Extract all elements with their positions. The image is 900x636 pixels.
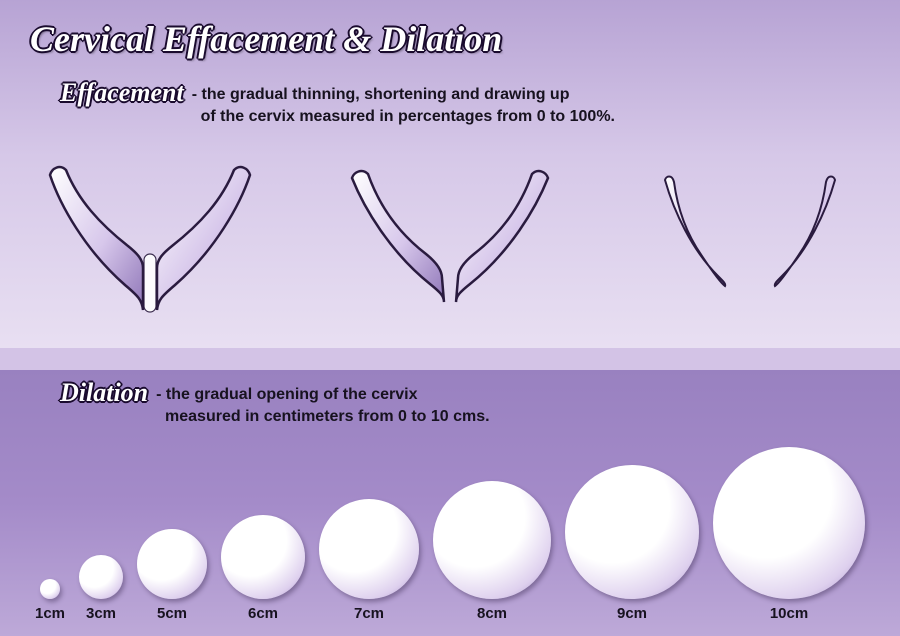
effacement-heading: Effacement <box>60 78 184 108</box>
dilation-label: 9cm <box>617 605 647 622</box>
dilation-circle-item: 7cm <box>319 499 419 622</box>
dilation-label: 6cm <box>248 605 278 622</box>
dilation-sphere <box>713 447 865 599</box>
dilation-circle-item: 1cm <box>35 579 65 622</box>
dilation-sphere <box>565 465 699 599</box>
effacement-diagram-row <box>0 140 900 340</box>
dilation-label: 5cm <box>157 605 187 622</box>
dilation-circle-item: 5cm <box>137 529 207 622</box>
dilation-sphere <box>79 555 123 599</box>
dilation-header-row: Dilation - the gradual opening of the ce… <box>60 378 880 427</box>
dilation-circle-item: 10cm <box>713 447 865 622</box>
dilation-label: 7cm <box>354 605 384 622</box>
dilation-label: 3cm <box>86 605 116 622</box>
dilation-circle-item: 8cm <box>433 481 551 622</box>
effacement-stage-3 <box>630 150 870 330</box>
dilation-sphere <box>40 579 60 599</box>
dilation-circle-item: 6cm <box>221 515 305 622</box>
effacement-header-row: Effacement - the gradual thinning, short… <box>60 78 880 127</box>
dilation-sphere <box>137 529 207 599</box>
effacement-desc-line2: of the cervix measured in percentages fr… <box>201 108 615 125</box>
dilation-circle-item: 3cm <box>79 555 123 622</box>
effacement-desc-line1: - the gradual thinning, shortening and d… <box>192 86 570 103</box>
effacement-stage-2 <box>330 150 570 330</box>
dilation-desc-line2: measured in centimeters from 0 to 10 cms… <box>165 408 490 425</box>
dilation-sphere <box>221 515 305 599</box>
page-title: Cervical Effacement & Dilation <box>30 18 502 60</box>
dilation-circle-item: 9cm <box>565 465 699 622</box>
dilation-circles-row: 1cm 3cm 5cm 6cm 7cm 8cm 9cm 10cm <box>0 447 900 622</box>
divider-band <box>0 348 900 370</box>
dilation-desc-line1: - the gradual opening of the cervix <box>156 386 417 403</box>
effacement-stage-1 <box>30 150 270 330</box>
dilation-description: - the gradual opening of the cervix meas… <box>156 384 489 427</box>
dilation-label: 10cm <box>770 605 808 622</box>
dilation-label: 1cm <box>35 605 65 622</box>
dilation-label: 8cm <box>477 605 507 622</box>
dilation-sphere <box>319 499 419 599</box>
dilation-heading: Dilation <box>60 378 148 408</box>
effacement-description: - the gradual thinning, shortening and d… <box>192 84 615 127</box>
dilation-sphere <box>433 481 551 599</box>
